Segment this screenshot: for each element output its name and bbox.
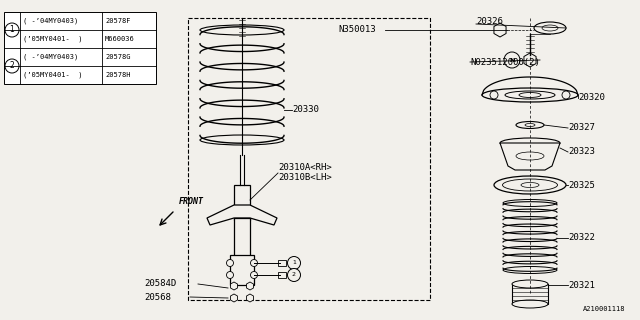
Bar	[4, 12, 156, 84]
Text: 20578G: 20578G	[105, 54, 131, 60]
Ellipse shape	[502, 179, 557, 191]
Text: ( -’04MY0403): ( -’04MY0403)	[23, 18, 78, 24]
Text: 20325: 20325	[568, 180, 595, 189]
Ellipse shape	[505, 91, 555, 99]
Bar	[188, 18, 430, 300]
Ellipse shape	[519, 92, 541, 98]
Text: 2: 2	[292, 273, 296, 277]
Ellipse shape	[200, 25, 284, 35]
Text: N350013: N350013	[338, 26, 376, 35]
Ellipse shape	[525, 124, 535, 126]
Ellipse shape	[503, 267, 557, 274]
Ellipse shape	[516, 122, 544, 129]
Ellipse shape	[512, 300, 548, 308]
Bar	[512, 284, 548, 304]
Polygon shape	[500, 143, 560, 170]
Text: 20327: 20327	[568, 124, 595, 132]
Ellipse shape	[542, 25, 558, 31]
Ellipse shape	[512, 280, 548, 288]
Text: 20321: 20321	[568, 281, 595, 290]
Text: N023512000(2): N023512000(2)	[470, 58, 540, 67]
Ellipse shape	[200, 135, 284, 145]
Circle shape	[490, 91, 498, 99]
Bar	[230, 255, 254, 285]
Text: N: N	[509, 58, 515, 62]
Text: (’05MY0401-  ): (’05MY0401- )	[23, 72, 83, 78]
Circle shape	[5, 59, 19, 73]
Circle shape	[504, 52, 520, 68]
Circle shape	[250, 260, 257, 267]
Circle shape	[287, 257, 301, 269]
Text: 1: 1	[292, 260, 296, 266]
Text: 20330: 20330	[292, 106, 319, 115]
Text: M660036: M660036	[105, 36, 135, 42]
Text: 20584D: 20584D	[144, 279, 176, 289]
Circle shape	[5, 23, 19, 37]
Text: 20310B<LH>: 20310B<LH>	[278, 173, 332, 182]
Text: FRONT: FRONT	[179, 197, 204, 206]
Text: 20568: 20568	[144, 292, 171, 301]
Text: 20310A<RH>: 20310A<RH>	[278, 164, 332, 172]
Ellipse shape	[503, 199, 557, 206]
Circle shape	[227, 271, 234, 278]
Ellipse shape	[516, 152, 544, 160]
Bar	[234, 218, 250, 258]
Text: 20578H: 20578H	[105, 72, 131, 78]
Ellipse shape	[500, 138, 560, 148]
Ellipse shape	[494, 176, 566, 194]
Text: ( -’04MY0403): ( -’04MY0403)	[23, 54, 78, 60]
Circle shape	[562, 91, 570, 99]
Ellipse shape	[521, 182, 539, 188]
Bar	[234, 185, 250, 220]
Text: A210001118: A210001118	[582, 306, 625, 312]
Text: 20578F: 20578F	[105, 18, 131, 24]
Circle shape	[250, 271, 257, 278]
Text: 20326: 20326	[476, 18, 503, 27]
Circle shape	[227, 260, 234, 267]
Text: 20322: 20322	[568, 234, 595, 243]
Bar	[278, 260, 286, 266]
Polygon shape	[207, 205, 277, 225]
Text: 2: 2	[10, 61, 14, 70]
Text: 20320: 20320	[578, 93, 605, 102]
Text: (’05MY0401-  ): (’05MY0401- )	[23, 36, 83, 42]
Text: 1: 1	[10, 26, 14, 35]
Ellipse shape	[534, 22, 566, 34]
Ellipse shape	[482, 88, 578, 102]
Text: 20323: 20323	[568, 148, 595, 156]
Bar	[278, 272, 286, 278]
Circle shape	[287, 268, 301, 282]
